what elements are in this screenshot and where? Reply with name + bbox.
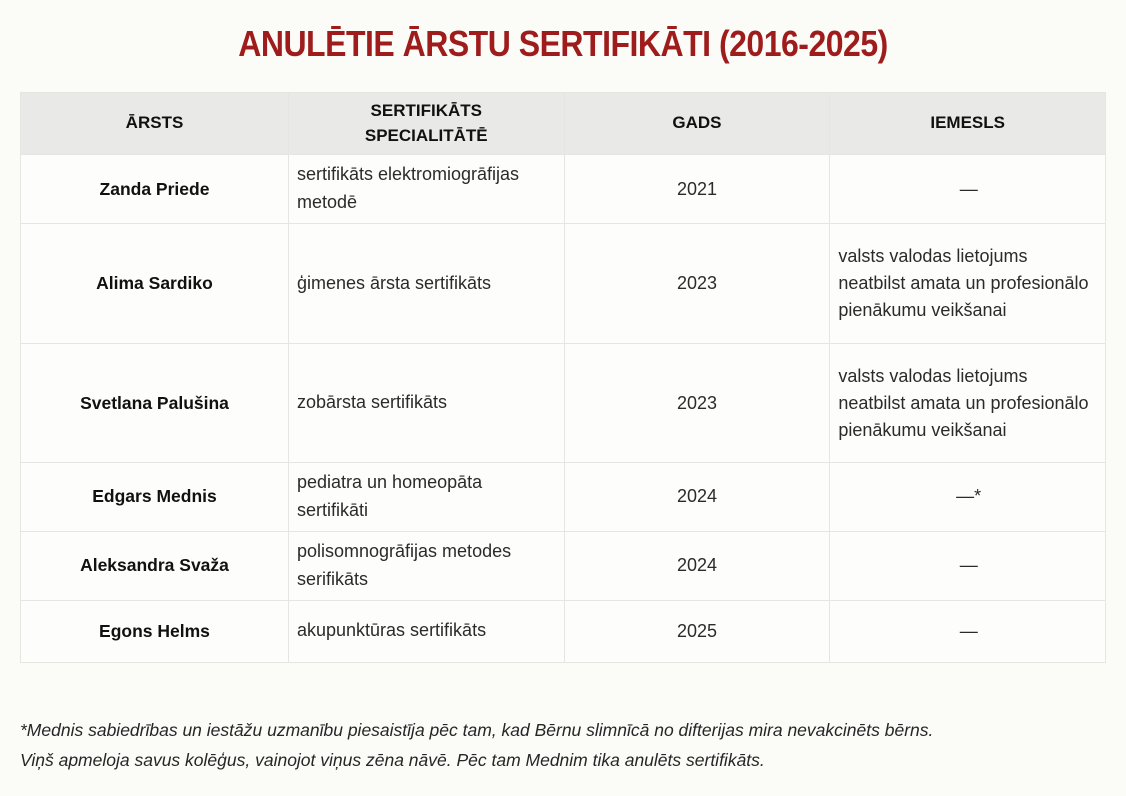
column-header-doctor: ĀRSTS: [20, 91, 289, 156]
cell-doctor: Zanda Priede: [20, 154, 289, 225]
table-row: Aleksandra Svaža polisomnogrāfijas metod…: [20, 530, 1106, 601]
cell-certificate: ģimenes ārsta sertifikāts: [287, 223, 565, 345]
cell-doctor: Svetlana Palušina: [20, 343, 289, 464]
footnote-line-1: *Mednis sabiedrības un iestāžu uzmanību …: [20, 719, 934, 740]
cell-doctor: Egons Helms: [20, 599, 289, 663]
cell-certificate: zobārsta sertifikāts: [287, 343, 565, 464]
cell-reason: —: [829, 530, 1106, 601]
cell-doctor: Edgars Mednis: [20, 462, 289, 532]
cell-certificate: polisomnogrāfijas metodes serifikāts: [287, 530, 565, 601]
column-header-certificate-label: SERTIFIKĀTS SPECIALITĀTĒ: [364, 101, 488, 145]
cell-year: 2025: [563, 599, 831, 663]
cell-year: 2021: [563, 154, 831, 225]
cell-reason: —*: [829, 462, 1106, 532]
cell-doctor: Aleksandra Svaža: [20, 530, 289, 601]
column-header-reason: IEMESLS: [829, 91, 1106, 156]
table-row: Alima Sardiko ģimenes ārsta sertifikāts …: [20, 223, 1106, 345]
cell-reason: valsts valodas lietojums neatbilst amata…: [829, 223, 1106, 345]
header-row: ĀRSTS SERTIFIKĀTS SPECIALITĀTĒ GADS IEME…: [20, 91, 1106, 156]
footnote: *Mednis sabiedrības un iestāžu uzmanību …: [20, 715, 1106, 776]
cell-year: 2024: [563, 530, 831, 601]
table-body: Zanda Priede sertifikāts elektromiogrāfi…: [20, 154, 1106, 663]
table-row: Svetlana Palušina zobārsta sertifikāts 2…: [20, 343, 1106, 464]
table-row: Zanda Priede sertifikāts elektromiogrāfi…: [20, 154, 1106, 225]
table-header: ĀRSTS SERTIFIKĀTS SPECIALITĀTĒ GADS IEME…: [20, 91, 1106, 156]
footnote-line-2: Viņš apmeloja savus kolēģus, vainojot vi…: [20, 750, 765, 771]
table-row: Edgars Mednis pediatra un homeopāta sert…: [20, 462, 1106, 532]
cell-reason: —: [829, 154, 1106, 225]
cell-year: 2023: [563, 343, 831, 464]
page-title: ANULĒTIE ĀRSTU SERTIFIKĀTI (2016-2025): [238, 23, 888, 64]
cell-reason: —: [829, 599, 1106, 663]
cell-certificate: akupunktūras sertifikāts: [287, 599, 565, 663]
cell-year: 2023: [563, 223, 831, 345]
table-row: Egons Helms akupunktūras sertifikāts 202…: [20, 599, 1106, 663]
cell-certificate: sertifikāts elektromiogrāfijas metodē: [287, 154, 565, 225]
cell-certificate: pediatra un homeopāta sertifikāti: [287, 462, 565, 532]
column-header-certificate: SERTIFIKĀTS SPECIALITĀTĒ: [287, 91, 565, 156]
cell-reason: valsts valodas lietojums neatbilst amata…: [829, 343, 1106, 464]
cell-doctor: Alima Sardiko: [20, 223, 289, 345]
cell-year: 2024: [563, 462, 831, 532]
column-header-year: GADS: [563, 91, 831, 156]
certificates-table: ĀRSTS SERTIFIKĀTS SPECIALITĀTĒ GADS IEME…: [20, 91, 1106, 663]
